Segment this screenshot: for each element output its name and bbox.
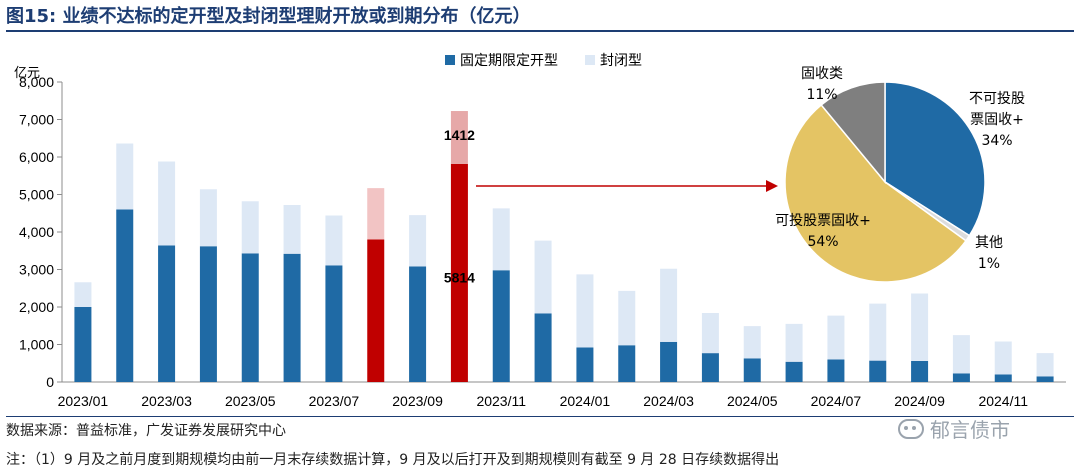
y-tick-label: 6,000	[19, 149, 54, 165]
legend-label-fixed-term: 固定期限定开型	[460, 53, 558, 69]
pie-label-fixed-income: 固收类	[801, 66, 843, 82]
bar-fixed-term	[1036, 376, 1054, 382]
bar-closed-end	[994, 341, 1012, 375]
bar-fixed-term	[785, 361, 803, 382]
y-tick-label: 3,000	[19, 262, 54, 278]
x-tick-label: 2023/07	[309, 393, 360, 409]
bar-closed-end	[701, 313, 719, 354]
x-tick-label: 2024/01	[560, 393, 611, 409]
x-tick-label: 2023/09	[392, 393, 443, 409]
pointer-arrow-head	[766, 180, 778, 192]
bar-fixed-term	[116, 209, 134, 382]
data-source: 数据来源：普益标准，广发证券发展研究中心	[6, 423, 286, 439]
pie-label-eq-fixed-income: 可投股票固收+	[775, 213, 871, 229]
bar-closed-end	[534, 240, 552, 314]
bar-fixed-term	[283, 253, 301, 382]
bar-fixed-term	[660, 341, 678, 382]
pie-label-noneq-fixed-income: 不可投股	[969, 91, 1025, 107]
figure-title-text: 业绩不达标的定开型及封闭型理财开放或到期分布（亿元）	[62, 6, 531, 27]
data-label: 1412	[444, 127, 475, 143]
bar-fixed-term	[199, 246, 217, 382]
bar-closed-end	[367, 188, 385, 240]
pie-label-other: 其他	[975, 235, 1003, 251]
bar-closed-end	[199, 189, 217, 247]
bar-fixed-term	[492, 270, 510, 382]
bar-closed-end	[325, 215, 343, 266]
pie-slice	[784, 103, 967, 283]
y-tick-label: 1,000	[19, 337, 54, 353]
bar-fixed-term	[158, 245, 176, 382]
pie-label-noneq-fixed-income: 票固收+	[970, 112, 1024, 128]
bar-fixed-term	[74, 307, 92, 382]
bar-closed-end	[869, 303, 887, 361]
footnote: 注：（1）9 月及之前月度到期规模均由前一月末存续数据计算，9 月及以后打开及到…	[6, 452, 780, 468]
bar-closed-end	[450, 111, 468, 164]
bar-fixed-term	[534, 313, 552, 382]
source-divider	[6, 416, 1074, 417]
x-tick-label: 2024/07	[811, 393, 862, 409]
bar-fixed-term	[952, 373, 970, 382]
bar-fixed-term	[911, 361, 929, 382]
y-tick-label: 5,000	[19, 187, 54, 203]
bar-closed-end	[576, 274, 594, 348]
y-tick-label: 7,000	[19, 112, 54, 128]
bar-closed-end	[618, 290, 636, 346]
legend-label-closed-end: 封闭型	[600, 53, 642, 69]
x-tick-label: 2024/09	[894, 393, 945, 409]
x-tick-label: 2024/11	[978, 393, 1028, 409]
y-tick-label: 8,000	[19, 74, 54, 90]
figure-number: 图15:	[6, 6, 57, 27]
x-tick-label: 2024/05	[727, 393, 778, 409]
bar-closed-end	[827, 315, 845, 360]
bar-fixed-term	[869, 360, 887, 382]
y-tick-label: 2,000	[19, 299, 54, 315]
bar-fixed-term	[576, 347, 594, 382]
bar-fixed-term	[367, 239, 385, 382]
bar-fixed-term	[994, 374, 1012, 382]
pie-pct-eq-fixed-income: 54%	[807, 234, 838, 250]
legend-swatch-closed-end	[585, 55, 595, 65]
bar-closed-end	[74, 282, 92, 307]
bar-fixed-term	[241, 253, 259, 382]
bar-fixed-term	[450, 163, 468, 382]
data-label: 5814	[444, 269, 475, 285]
bar-closed-end	[158, 161, 176, 246]
bar-fixed-term	[618, 345, 636, 382]
pie-pct-noneq-fixed-income: 34%	[981, 133, 1012, 149]
x-tick-label: 2023/05	[225, 393, 276, 409]
legend-swatch-fixed-term	[445, 55, 455, 65]
bar-closed-end	[492, 208, 510, 271]
bar-closed-end	[241, 201, 259, 254]
bar-fixed-term	[827, 359, 845, 382]
bar-closed-end	[1036, 353, 1054, 377]
bar-fixed-term	[325, 265, 343, 382]
wechat-icon	[898, 418, 924, 439]
bar-closed-end	[785, 323, 803, 362]
x-tick-label: 2023/11	[476, 393, 526, 409]
x-tick-label: 2023/03	[141, 393, 192, 409]
bar-closed-end	[116, 143, 134, 210]
bar-fixed-term	[701, 353, 719, 382]
bar-closed-end	[409, 215, 427, 267]
y-unit-label: 亿元	[14, 66, 40, 81]
bar-closed-end	[660, 268, 678, 342]
watermark: 郁言债市	[898, 414, 1010, 443]
bar-closed-end	[911, 293, 929, 361]
figure-title: 图15: 业绩不达标的定开型及封闭型理财开放或到期分布（亿元）	[6, 2, 1074, 32]
pie-slice	[820, 81, 886, 185]
bar-closed-end	[283, 205, 301, 254]
bar-fixed-term	[409, 266, 427, 382]
bar-closed-end	[743, 326, 761, 359]
bar-fixed-term	[743, 358, 761, 382]
watermark-text: 郁言债市	[930, 418, 1010, 442]
pie-pct-fixed-income: 11%	[806, 87, 837, 103]
y-tick-label: 4,000	[19, 224, 54, 240]
pie-pct-other: 1%	[978, 256, 1000, 272]
y-tick-label: 0	[46, 374, 54, 390]
bar-closed-end	[952, 335, 970, 374]
x-tick-label: 2023/01	[58, 393, 109, 409]
x-tick-label: 2024/03	[643, 393, 694, 409]
